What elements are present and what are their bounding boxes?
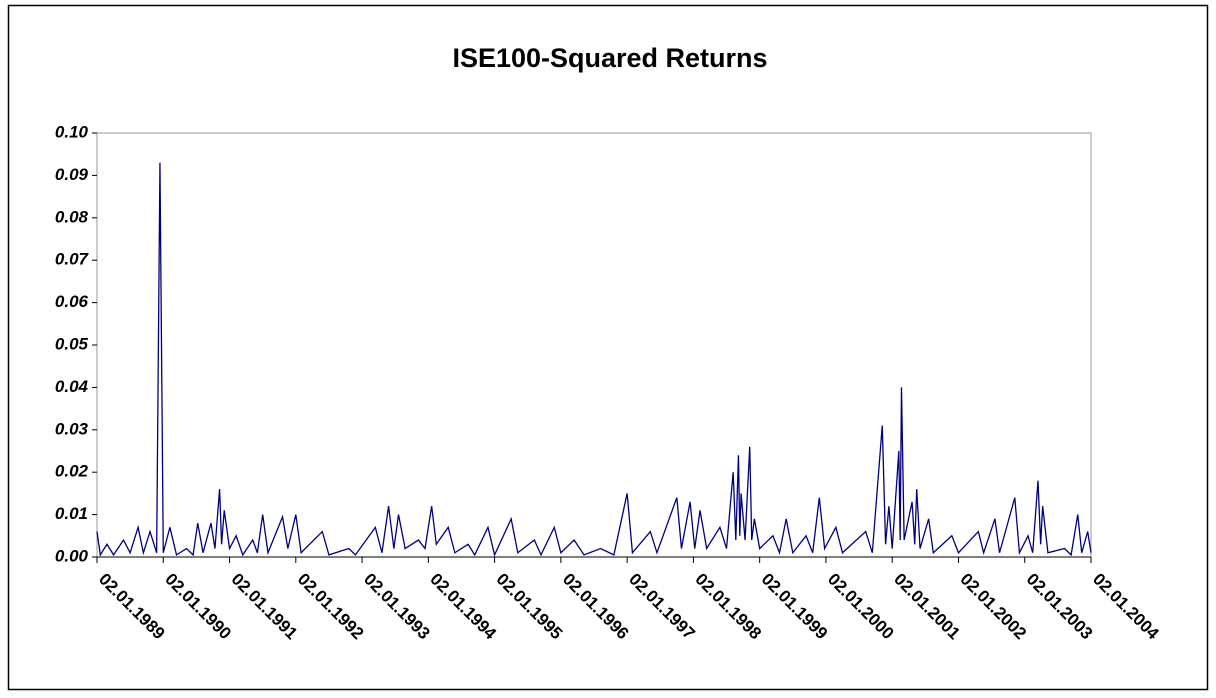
y-tick-label: 0.10 — [55, 122, 89, 141]
chart-title: ISE100-Squared Returns — [452, 43, 767, 73]
y-tick-label: 0.00 — [55, 546, 89, 565]
y-tick-label: 0.09 — [55, 165, 89, 184]
y-tick-label: 0.07 — [55, 250, 90, 269]
plot-area — [96, 132, 1092, 558]
y-tick-label: 0.03 — [55, 419, 89, 438]
series-line — [96, 162, 1092, 557]
y-tick-label: 0.04 — [55, 377, 89, 396]
y-tick-label: 0.08 — [55, 207, 89, 226]
y-tick-label: 0.06 — [55, 292, 89, 311]
y-tick-label: 0.01 — [55, 504, 88, 523]
y-tick-label: 0.05 — [55, 334, 89, 353]
y-tick-label: 0.02 — [55, 462, 89, 481]
